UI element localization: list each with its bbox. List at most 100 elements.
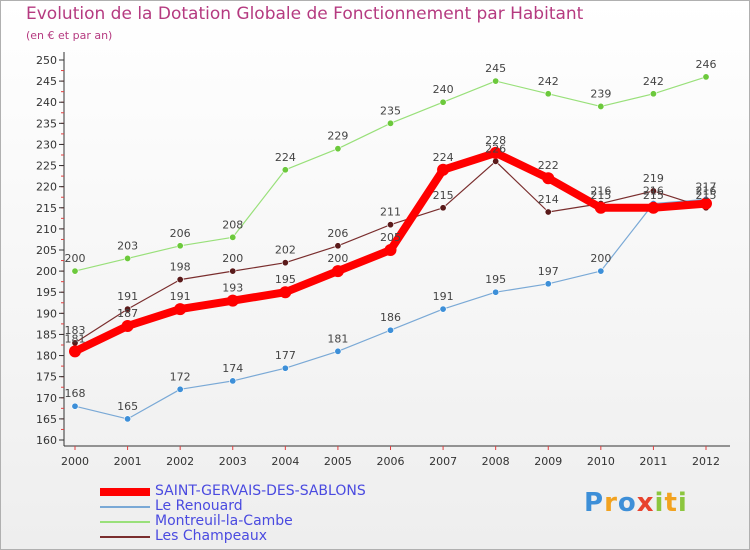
data-label: 208: [222, 218, 243, 231]
series-point-0: [279, 286, 292, 299]
data-label: 197: [538, 265, 559, 278]
data-label: 215: [590, 189, 611, 202]
data-label: 216: [590, 185, 611, 198]
data-label: 206: [170, 227, 191, 240]
data-label: 216: [696, 185, 717, 198]
data-label: 240: [433, 83, 454, 96]
series-point-2: [71, 267, 79, 275]
x-tick-label: 2006: [377, 455, 405, 468]
legend-swatch: [100, 521, 150, 523]
series-point-3: [492, 157, 500, 165]
y-tick-label: 185: [36, 328, 57, 341]
x-tick-label: 2010: [587, 455, 615, 468]
y-tick-label: 220: [36, 181, 57, 194]
data-label: 183: [65, 324, 86, 337]
data-label: 222: [538, 159, 559, 172]
legend-swatch: [100, 506, 150, 508]
series-point-2: [229, 233, 237, 241]
legend-label: SAINT-GERVAIS-DES-SABLONS: [155, 483, 366, 499]
series-point-0: [700, 197, 712, 210]
series-point-2: [386, 119, 394, 127]
data-label: 191: [117, 290, 138, 303]
data-label: 215: [433, 189, 454, 202]
data-label: 245: [485, 62, 506, 75]
data-label: 200: [222, 252, 243, 265]
series-point-0: [542, 172, 555, 185]
x-tick-label: 2003: [219, 455, 247, 468]
series-point-1: [334, 347, 342, 355]
data-label: 193: [222, 282, 243, 295]
data-label: 205: [380, 231, 401, 244]
y-tick-label: 245: [36, 75, 57, 88]
data-label: 242: [538, 75, 559, 88]
series-point-3: [439, 204, 447, 212]
series-point-0: [489, 146, 502, 159]
data-label: 191: [170, 290, 191, 303]
data-label: 216: [643, 185, 664, 198]
data-label: 215: [696, 189, 717, 202]
series-point-2: [597, 102, 605, 110]
data-label: 246: [696, 58, 717, 71]
series-point-3: [334, 242, 342, 250]
y-tick-label: 230: [36, 138, 57, 151]
y-tick-label: 195: [36, 286, 57, 299]
data-label: 181: [65, 332, 86, 345]
data-labels-layer: 200 203 206 208 224 229 235 240 245 242 239 242 246 1…: [65, 58, 717, 413]
x-tick-label: 2001: [114, 455, 142, 468]
series-point-2: [492, 77, 500, 85]
y-tick-label: 240: [36, 96, 57, 109]
series-point-2: [124, 254, 132, 262]
x-tick-label: 2012: [692, 455, 720, 468]
series-point-0: [437, 163, 450, 176]
series-point-1: [492, 288, 500, 296]
y-tick-label: 180: [36, 350, 57, 363]
y-tick-label: 210: [36, 223, 57, 236]
x-tick-label: 2008: [482, 455, 510, 468]
series-point-0: [174, 303, 187, 316]
series-point-2: [544, 90, 552, 98]
series-point-1: [597, 267, 605, 275]
chart-title: Evolution de la Dotation Globale de Fonc…: [26, 4, 584, 24]
data-label: 214: [538, 193, 559, 206]
series-layer: [69, 73, 712, 423]
series-point-3: [386, 221, 394, 229]
data-label: 235: [380, 104, 401, 117]
series-point-2: [649, 90, 657, 98]
data-label: 195: [275, 273, 296, 286]
data-label: 200: [327, 252, 348, 265]
data-label: 228: [485, 134, 506, 147]
data-label: 177: [275, 349, 296, 362]
data-label: 181: [327, 332, 348, 345]
series-point-1: [229, 377, 237, 385]
series-point-0: [121, 320, 134, 332]
series-point-2: [281, 166, 289, 174]
y-tick-label: 165: [36, 413, 57, 426]
legend-label: Montreuil-la-Cambe: [155, 513, 293, 529]
series-point-0: [331, 265, 344, 278]
data-label: 229: [327, 130, 348, 143]
data-label: 226: [485, 142, 506, 155]
data-label: 200: [65, 252, 86, 265]
series-point-1: [71, 402, 79, 410]
series-point-1: [124, 415, 132, 423]
data-label: 198: [170, 261, 191, 274]
series-point-0: [647, 201, 660, 214]
y-tick-label: 235: [36, 117, 57, 130]
legend-swatch: [100, 536, 150, 538]
proxiti-logo: Proxiti: [584, 488, 688, 518]
series-point-2: [439, 98, 447, 106]
x-tick-label: 2011: [639, 455, 667, 468]
series-point-1: [439, 305, 447, 313]
series-point-0: [226, 294, 239, 307]
legend-label: Le Renouard: [155, 498, 243, 514]
series-point-0: [384, 244, 397, 256]
series-point-2: [702, 73, 710, 81]
x-tick-label: 2005: [324, 455, 352, 468]
data-label: 242: [643, 75, 664, 88]
data-label: 168: [65, 387, 86, 400]
chart-axes: 160 165 170 175 180 185 190 195 200 205 210 215 220 2…: [36, 52, 730, 468]
data-label: 219: [643, 172, 664, 185]
x-tick-label: 2009: [534, 455, 562, 468]
